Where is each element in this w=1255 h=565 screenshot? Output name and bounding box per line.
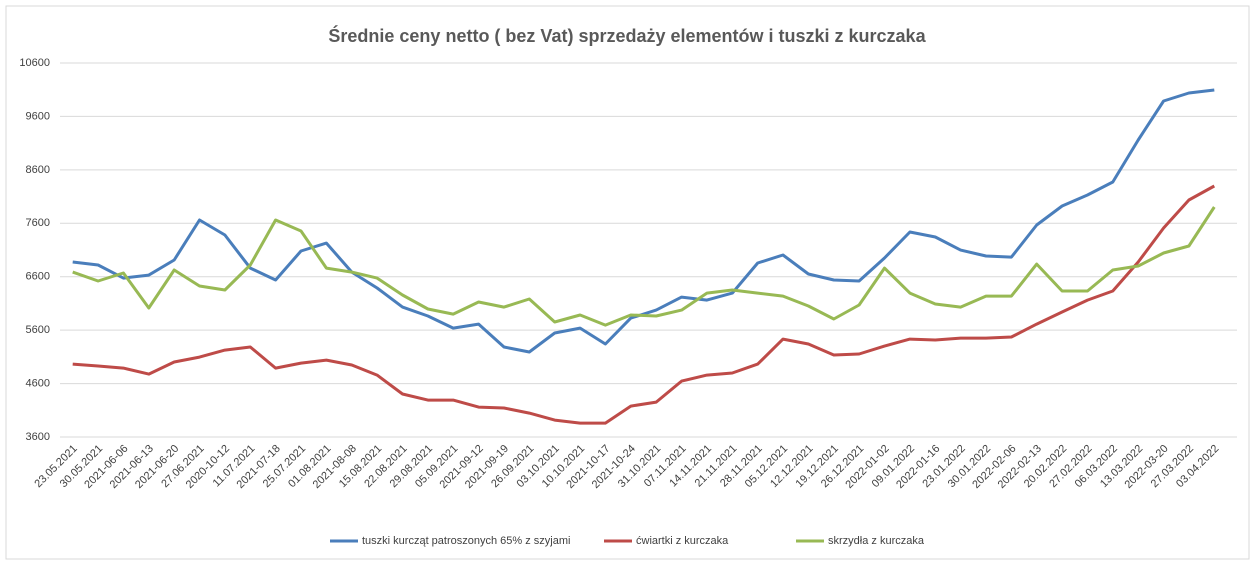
- legend-label: tuszki kurcząt patroszonych 65% z szyjam…: [362, 535, 570, 547]
- chart-title: Średnie ceny netto ( bez Vat) sprzedaży …: [328, 25, 926, 46]
- y-tick-label: 9600: [26, 110, 50, 122]
- series-line: [72, 206, 1216, 327]
- chart-border: [5, 5, 1250, 560]
- series-line: [72, 184, 1216, 425]
- y-tick-label: 8600: [26, 164, 50, 176]
- legend-label: ćwiartki z kurczaka: [636, 535, 729, 547]
- y-tick-label: 7600: [26, 217, 50, 229]
- y-tick-label: 3600: [26, 431, 50, 443]
- y-tick-label: 5600: [26, 324, 50, 336]
- y-tick-label: 4600: [26, 377, 50, 389]
- y-tick-label: 6600: [26, 271, 50, 283]
- legend-label: skrzydła z kurczaka: [828, 535, 925, 547]
- y-tick-label: 10600: [19, 57, 50, 69]
